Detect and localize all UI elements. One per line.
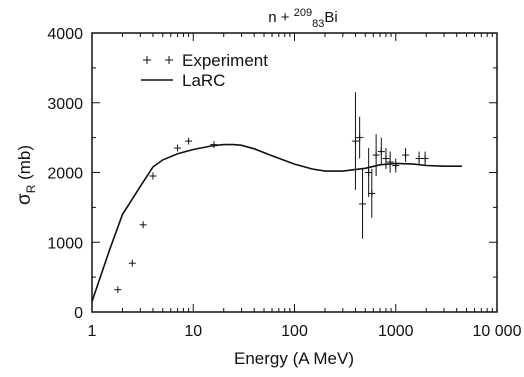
experiment-point [185,137,193,145]
legend-marker-experiment [143,56,173,64]
y-axis-tick-labels: 0 1000 2000 3000 4000 [47,26,83,322]
experiment-point [356,116,364,159]
y-tick-label: 0 [74,305,83,322]
experiment-point [174,144,182,152]
title-element: Bi [324,9,337,26]
experiment-point [392,158,400,173]
x-tick-label: 10 [184,323,202,340]
chart-title: n + 20983Bi [268,7,337,30]
experiment-point [149,172,157,180]
experiment-point [139,221,147,229]
x-tick-label: 10 000 [473,323,522,340]
title-mass-number: 209 [294,7,312,19]
x-tick-label: 1000 [378,323,414,340]
y-tick-label: 2000 [47,166,83,183]
experiment-point [210,141,218,149]
x-axis-label: Energy (A MeV) [234,349,354,368]
experiment-point [365,148,373,197]
y-tick-label: 1000 [47,235,83,252]
y-axis-subscript: R [24,184,38,193]
experiment-point [114,286,122,294]
y-axis-label: σR (mb) [14,145,38,205]
experiment-point [351,92,359,190]
y-axis-symbol: σ [14,193,35,205]
series-points-experiment [114,92,429,294]
experiment-point [359,169,367,239]
title-prefix: n + [268,9,293,26]
y-axis-ticks [92,32,497,313]
experiment-point [415,151,423,166]
x-tick-label: 1 [88,323,97,340]
experiment-point [368,169,376,218]
title-atomic-number: 83 [312,18,324,30]
experiment-point [377,137,385,166]
experiment-point [386,151,394,173]
y-tick-label: 4000 [47,26,83,43]
series-line-larc [91,143,462,302]
legend-label-experiment: Experiment [182,51,268,70]
experiment-point [421,151,429,166]
experiment-point [402,148,410,163]
legend-label-larc: LaRC [182,71,225,90]
legend: Experiment LaRC [141,51,268,90]
experiment-point [128,259,136,267]
y-tick-label: 3000 [47,96,83,113]
x-axis-ticks [91,33,493,312]
y-axis-unit: (mb) [15,145,34,185]
x-axis-tick-labels: 1 10 100 1000 10 000 [88,323,522,340]
x-tick-label: 100 [281,323,308,340]
experiment-point [382,148,390,170]
experiment-point [372,134,380,176]
